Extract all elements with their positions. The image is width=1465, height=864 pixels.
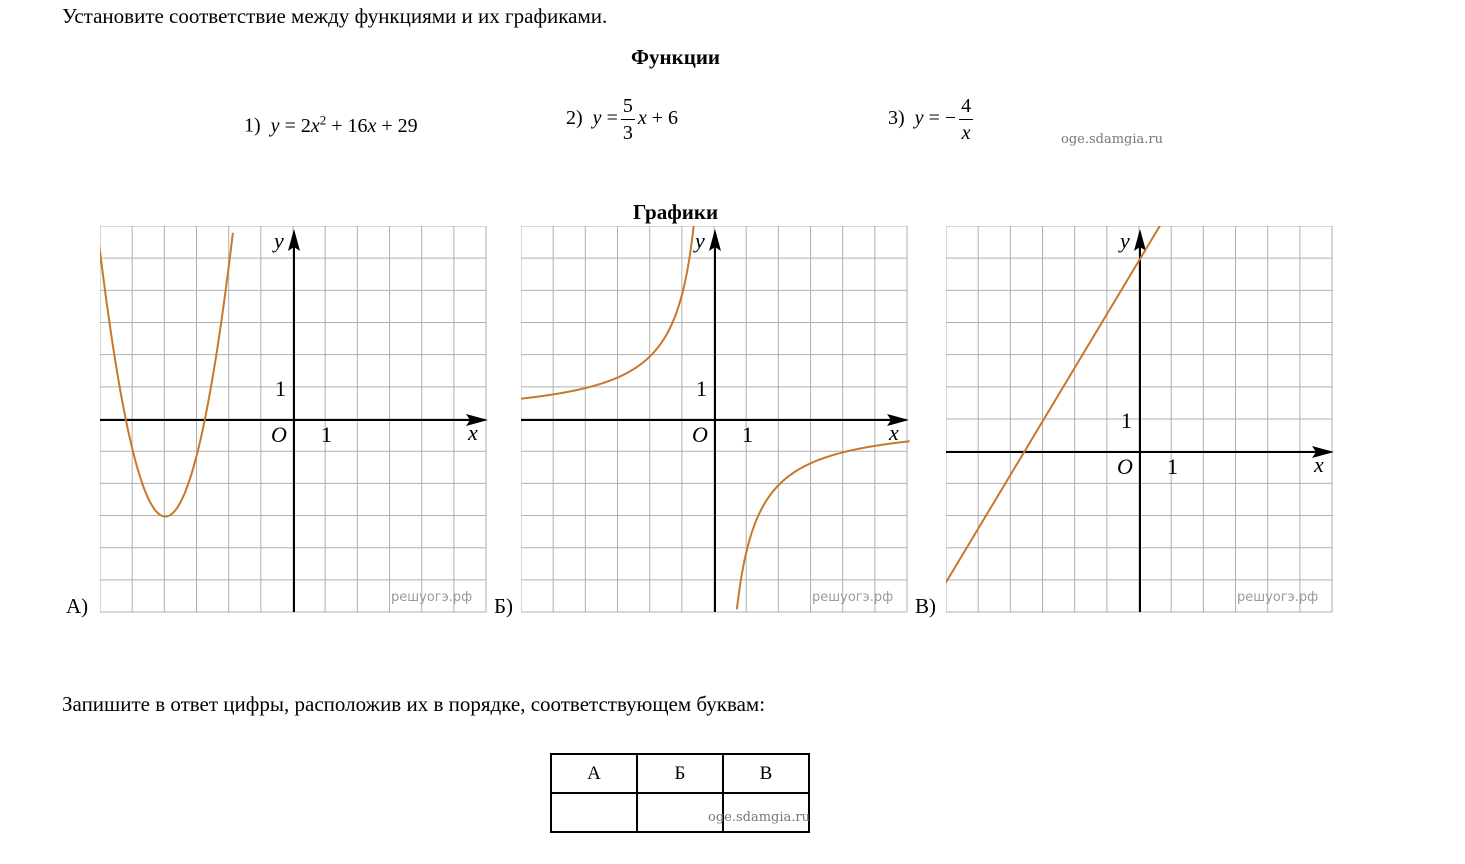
graph-v-watermark: решуогэ.рф xyxy=(1237,590,1318,605)
graph-v: y x O 1 1 решуогэ.рф xyxy=(946,226,1334,613)
graph-v-y-unit-label: 1 xyxy=(1121,408,1132,433)
watermark-bottom: oge.sdamgia.ru xyxy=(708,810,810,825)
graph-v-y-label: y xyxy=(1118,228,1130,253)
function-1-number: 1) xyxy=(244,114,261,137)
graph-a: y x O 1 1 решуогэ.рф xyxy=(100,226,488,613)
graph-v-grid xyxy=(946,226,1333,613)
graph-b: y x O 1 1 решуогэ.рф xyxy=(521,226,910,613)
function-1: 1) y = 2x2 + 16x + 29 xyxy=(244,112,418,138)
graph-v-y-arrow xyxy=(1134,229,1146,251)
graph-a-label: А) xyxy=(66,594,89,618)
graph-b-x-unit-label: 1 xyxy=(742,422,753,447)
graph-b-y-arrow xyxy=(709,229,721,251)
graphs-heading: Графики xyxy=(633,200,719,224)
graph-b-y-label: y xyxy=(693,228,705,253)
graph-a-origin-label: O xyxy=(271,422,287,447)
graph-v-x-arrow xyxy=(1312,446,1334,458)
graph-b-y-unit-label: 1 xyxy=(696,376,707,401)
graph-v-label: В) xyxy=(915,594,936,618)
function-2-formula: y = 5 3 x + 6 xyxy=(592,95,679,144)
graph-b-curve-left xyxy=(521,226,695,400)
graph-a-y-label: y xyxy=(272,228,284,253)
graph-a-x-unit-label: 1 xyxy=(321,422,332,447)
graph-v-origin-label: O xyxy=(1117,454,1133,479)
answer-header-v: В xyxy=(722,753,810,794)
graph-b-curve-right xyxy=(735,440,910,610)
graph-b-x-label: x xyxy=(888,420,899,445)
graph-a-y-arrow xyxy=(288,229,300,251)
graph-v-x-unit-label: 1 xyxy=(1167,454,1178,479)
graph-a-curve xyxy=(100,232,234,518)
answer-cell-b[interactable] xyxy=(636,792,724,833)
function-3-formula: y = −4 x xyxy=(914,95,974,144)
function-3: 3) y = −4 x xyxy=(888,96,976,143)
answer-header-a: А xyxy=(550,753,638,794)
graph-b-watermark: решуогэ.рф xyxy=(812,590,893,605)
graph-a-x-label: x xyxy=(467,420,478,445)
graph-b-origin-label: O xyxy=(692,422,708,447)
function-2-number: 2) xyxy=(566,107,583,130)
graph-v-line xyxy=(946,226,1161,584)
answer-table-input-row xyxy=(550,792,810,833)
answer-prompt: Запишите в ответ цифры, расположив их в … xyxy=(62,692,766,716)
graph-b-x-arrow xyxy=(887,414,909,426)
graph-a-watermark: решуогэ.рф xyxy=(391,590,472,605)
answer-table-header-row: А Б В xyxy=(550,753,810,794)
function-1-formula: y = 2x2 + 16x + 29 xyxy=(270,112,418,137)
graph-v-x-label: x xyxy=(1313,452,1324,477)
graph-b-label: Б) xyxy=(494,594,514,618)
graph-a-x-arrow xyxy=(466,414,488,426)
function-2: 2) y = 5 3 x + 6 xyxy=(566,96,678,143)
answer-header-b: Б xyxy=(636,753,724,794)
functions-heading: Функции xyxy=(631,45,721,69)
task-instruction: Установите соответствие между функциями … xyxy=(62,4,608,28)
function-3-number: 3) xyxy=(888,107,905,130)
watermark-top: oge.sdamgia.ru xyxy=(1061,132,1163,147)
graph-a-y-unit-label: 1 xyxy=(275,376,286,401)
answer-cell-v[interactable] xyxy=(722,792,810,833)
answer-cell-a[interactable] xyxy=(550,792,638,833)
answer-table: А Б В xyxy=(550,753,810,833)
